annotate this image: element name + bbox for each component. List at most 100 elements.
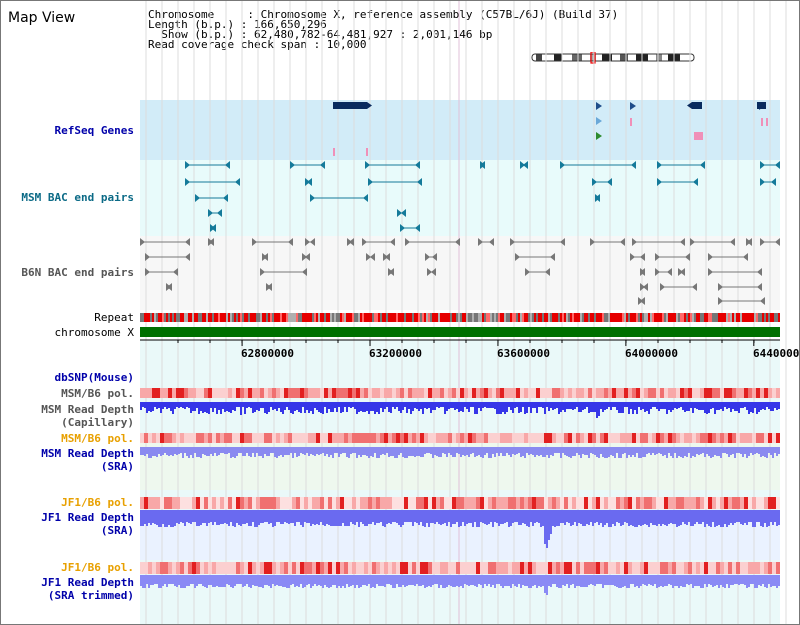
depth-bar xyxy=(366,510,368,526)
pol-cell xyxy=(404,562,408,574)
pol-cell xyxy=(140,433,144,443)
depth-bar xyxy=(402,575,404,585)
depth-bar xyxy=(596,575,598,584)
depth-bar xyxy=(518,510,520,525)
pol-cell xyxy=(520,388,524,398)
depth-bar xyxy=(732,575,734,585)
depth-bar xyxy=(338,447,340,457)
chromosome-ideogram[interactable] xyxy=(528,52,700,64)
depth-bar xyxy=(584,447,586,455)
depth-bar xyxy=(534,575,536,585)
depth-bar xyxy=(358,510,360,527)
depth-bar xyxy=(246,402,248,408)
depth-bar xyxy=(332,402,334,412)
pol-cell xyxy=(256,388,260,398)
depth-bar xyxy=(694,575,696,586)
depth-bar xyxy=(352,510,354,524)
depth-bar xyxy=(750,510,752,522)
pol-cell xyxy=(760,562,764,574)
pol-cell xyxy=(576,388,580,398)
pol-cell xyxy=(620,497,624,509)
depth-bar xyxy=(564,575,566,586)
repeat-block xyxy=(540,313,542,322)
depth-bar xyxy=(214,402,216,408)
repeat-block xyxy=(726,313,728,322)
repeat-block xyxy=(622,313,624,322)
pol-cell xyxy=(380,388,384,398)
depth-bar xyxy=(596,447,598,457)
label-msm-bac[interactable]: MSM BAC end pairs xyxy=(21,191,134,204)
label-msm-b6-pol-1[interactable]: MSM/B6 pol. xyxy=(61,387,134,400)
b6n-bac-end-right xyxy=(730,238,735,246)
pol-cell xyxy=(596,388,600,398)
label-jf1-depth-sra[interactable]: JF1 Read Depth xyxy=(41,511,134,524)
depth-bar xyxy=(298,575,300,587)
repeat-block xyxy=(640,313,642,322)
depth-bar xyxy=(418,575,420,586)
depth-bar xyxy=(162,402,164,409)
repeat-block xyxy=(534,313,536,322)
pol-cell xyxy=(364,388,368,398)
depth-bar xyxy=(374,447,376,453)
depth-bar xyxy=(250,447,252,457)
depth-bar xyxy=(144,575,146,588)
depth-bar xyxy=(642,447,644,457)
pol-cell xyxy=(196,433,200,443)
depth-bar xyxy=(644,510,646,524)
depth-bar xyxy=(506,447,508,453)
label-dbsnp[interactable]: dbSNP(Mouse) xyxy=(54,371,134,384)
repeat-block xyxy=(656,313,658,322)
depth-bar xyxy=(440,510,442,525)
repeat-block xyxy=(286,313,288,322)
pol-cell xyxy=(432,497,436,509)
repeat-block xyxy=(312,313,314,322)
pol-cell xyxy=(448,562,452,574)
depth-bar xyxy=(162,510,164,524)
depth-bar xyxy=(696,402,698,409)
pol-cell xyxy=(196,388,200,398)
depth-bar xyxy=(320,575,322,586)
repeat-block xyxy=(612,313,614,322)
depth-bar xyxy=(556,575,558,587)
label-b6n-bac[interactable]: B6N BAC end pairs xyxy=(21,266,134,279)
depth-bar xyxy=(254,402,256,412)
depth-bar xyxy=(234,447,236,458)
pol-cell xyxy=(572,562,576,574)
label-msm-b6-pol-2[interactable]: MSM/B6 pol. xyxy=(61,432,134,445)
repeat-block xyxy=(468,313,470,322)
depth-bar xyxy=(624,447,626,453)
pol-cell xyxy=(500,562,504,574)
b6n-bac-end-right xyxy=(640,297,645,305)
depth-bar xyxy=(416,402,418,409)
depth-bar xyxy=(614,447,616,458)
repeat-block xyxy=(524,313,526,322)
depth-bar xyxy=(342,402,344,412)
msm-bac-end-left xyxy=(397,209,402,217)
depth-bar xyxy=(438,402,440,408)
label-jf1-b6-pol-1[interactable]: JF1/B6 pol. xyxy=(61,496,134,509)
pol-cell xyxy=(712,388,716,398)
depth-bar xyxy=(430,575,432,587)
label-jf1-depth-trimmed[interactable]: JF1 Read Depth xyxy=(41,576,134,589)
depth-bar xyxy=(346,447,348,457)
depth-bar xyxy=(564,402,566,412)
label-refseq-genes[interactable]: RefSeq Genes xyxy=(54,124,134,137)
repeat-block xyxy=(332,313,334,322)
depth-bar xyxy=(750,447,752,453)
repeat-block xyxy=(748,313,750,322)
pol-cell xyxy=(684,433,688,443)
msm-bac-end-right xyxy=(607,178,612,186)
label-jf1-b6-pol-2[interactable]: JF1/B6 pol. xyxy=(61,561,134,574)
depth-bar xyxy=(590,510,592,522)
label-msm-depth-sra[interactable]: MSM Read Depth xyxy=(41,447,134,460)
b6n-bac-end-right xyxy=(302,268,307,276)
depth-bar xyxy=(308,510,310,523)
depth-bar xyxy=(578,575,580,586)
repeat-block xyxy=(500,313,502,322)
pol-cell xyxy=(512,497,516,509)
ideogram-position-marker xyxy=(590,52,596,64)
label-msm-depth-capillary[interactable]: MSM Read Depth xyxy=(41,403,134,416)
pol-cell xyxy=(516,388,520,398)
pol-cell xyxy=(368,497,372,509)
